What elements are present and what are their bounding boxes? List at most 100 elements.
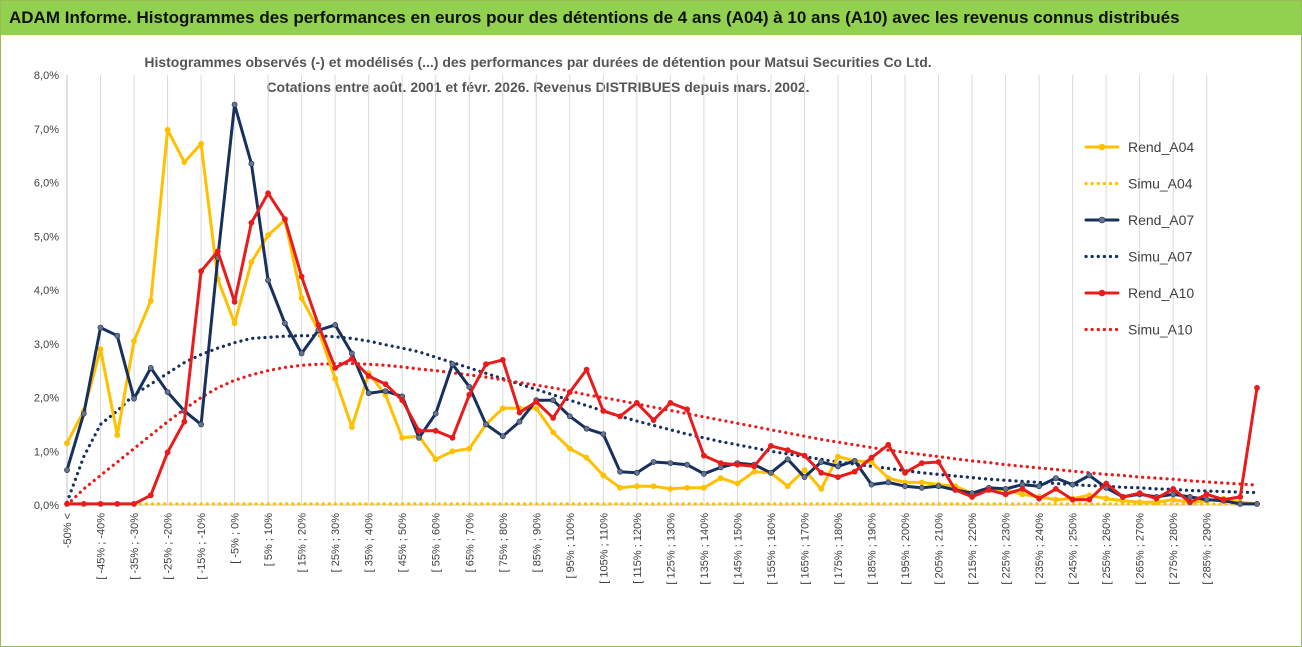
data-point (851, 468, 858, 475)
data-point (1053, 496, 1059, 503)
x-tick-label: [ 255% ; 260% (1101, 513, 1113, 585)
data-point (1170, 485, 1177, 492)
data-point (332, 375, 339, 382)
data-point (432, 410, 439, 417)
legend-item: Rend_A07 (1084, 212, 1194, 228)
data-point (1136, 499, 1143, 506)
legend-item: Rend_A10 (1084, 285, 1194, 301)
data-point (97, 346, 104, 352)
x-tick-label: [ 135% ; 140% (699, 513, 711, 585)
data-point (147, 297, 154, 304)
y-tick-label: 2,0% (34, 393, 59, 405)
data-point (97, 324, 104, 331)
series-rend-a04 (64, 126, 1260, 507)
data-point (717, 475, 724, 481)
chart-title: Histogrammes observés (-) et modélisés (… (144, 54, 931, 70)
data-point (634, 483, 640, 490)
x-tick-label: [ -5% ; 0% (230, 513, 242, 564)
data-point (902, 483, 908, 490)
data-point (1103, 480, 1110, 487)
x-tick-label: [ 185% ; 190% (867, 513, 879, 585)
data-point (1002, 491, 1009, 498)
x-tick-label: [ 25% ; 30% (330, 513, 342, 573)
data-point (667, 485, 674, 492)
series-line (65, 103, 1259, 506)
data-point (1002, 485, 1009, 492)
data-point (164, 389, 171, 395)
legend-item: Rend_A04 (1084, 139, 1194, 155)
data-point (1053, 475, 1059, 481)
data-point (1086, 472, 1093, 479)
data-point (701, 452, 707, 459)
data-point (1036, 495, 1042, 502)
data-point (248, 160, 255, 167)
x-tick-label: [ 45% ; 50% (397, 513, 409, 573)
series-line (65, 128, 1259, 506)
data-point (97, 500, 104, 507)
data-point (1019, 491, 1026, 498)
legend-item: Simu_A04 (1084, 176, 1193, 192)
data-point (449, 434, 456, 441)
data-point (265, 232, 271, 239)
data-point (617, 413, 623, 420)
data-point (265, 190, 271, 197)
data-point (566, 445, 573, 452)
data-point (684, 406, 690, 413)
data-point (432, 427, 439, 434)
data-point (600, 472, 607, 479)
data-point (617, 468, 623, 475)
data-point (265, 277, 271, 284)
x-tick-label: [ 205% ; 210% (934, 513, 946, 585)
data-point (131, 500, 137, 507)
data-point (885, 441, 892, 448)
x-tick-label: [ 275% ; 280% (1168, 513, 1180, 585)
data-point (332, 321, 339, 328)
data-point (717, 460, 724, 466)
data-point (164, 126, 171, 133)
legend-label: Rend_A10 (1128, 285, 1194, 301)
x-tick-label: [ 105% ; 110% (598, 513, 610, 584)
data-point (432, 456, 439, 463)
data-point (1036, 483, 1042, 490)
x-tick-label: [ 65% ; 70% (464, 513, 476, 573)
data-point (768, 469, 774, 476)
legend-item: Simu_A10 (1084, 322, 1193, 338)
y-tick-label: 8,0% (34, 70, 59, 82)
data-point (768, 442, 774, 449)
data-point (1203, 491, 1210, 498)
data-point (231, 298, 238, 305)
series-simu-a10 (65, 362, 1259, 507)
data-point (348, 355, 355, 362)
data-point (466, 383, 473, 390)
data-point (684, 484, 690, 491)
data-point (399, 434, 406, 441)
data-point (634, 469, 640, 476)
data-point (298, 295, 305, 301)
data-point (499, 356, 506, 363)
data-point (617, 484, 623, 491)
plot-area (64, 101, 1260, 507)
data-point (281, 320, 288, 327)
data-point (684, 461, 690, 468)
data-point (851, 457, 858, 464)
legend-label: Simu_A07 (1128, 249, 1193, 265)
banner-title: ADAM Informe. Histogrammes des performan… (9, 8, 1180, 27)
data-point (1203, 496, 1210, 503)
data-point (952, 486, 959, 493)
legend: Rend_A04 Simu_A04 Rend_A07 Simu_A07 Rend_A10… (1084, 139, 1194, 338)
data-point (466, 391, 473, 398)
data-point (114, 432, 121, 438)
x-tick-label: [ -25% ; -20% (163, 513, 175, 580)
line-chart: Histogrammes observés (-) et modélisés (… (34, 54, 1260, 585)
data-point (483, 361, 489, 368)
x-tick-label: [ 155% ; 160% (766, 513, 778, 585)
data-point (64, 467, 70, 473)
data-point (248, 259, 255, 265)
data-point (483, 421, 489, 428)
data-point (935, 483, 942, 490)
data-point (1187, 493, 1193, 500)
data-point (583, 366, 590, 373)
x-tick-label: [ -35% ; -30% (129, 513, 141, 580)
data-point (181, 159, 188, 165)
